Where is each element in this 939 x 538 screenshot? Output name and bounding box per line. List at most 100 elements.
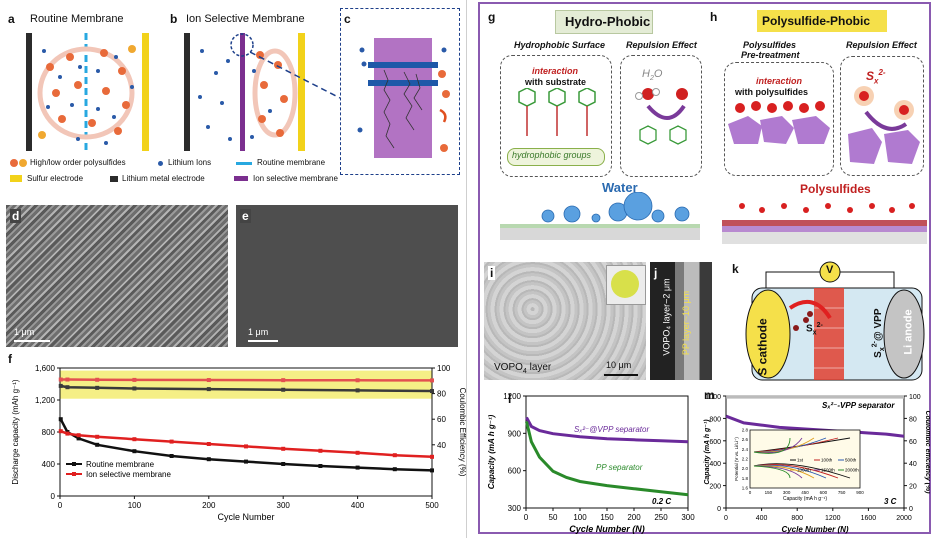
j-vopo-label: VOPO₄ layer~2 μm xyxy=(661,278,672,356)
ion-selective-icon xyxy=(234,176,248,181)
data-point xyxy=(169,439,174,444)
inset-x-tick-label: 300 xyxy=(783,490,791,495)
x-axis-label: Cycle Number xyxy=(217,512,274,522)
x-tick-label: 0 xyxy=(58,501,63,510)
x-tick-label: 300 xyxy=(277,501,291,510)
chart-m: 0 400 800 1200 1600 2000020040060080010000204… xyxy=(704,394,930,534)
x-tick-label: 2000 xyxy=(896,515,912,522)
polysulfide-dot-icon xyxy=(10,159,18,167)
sem-image-e xyxy=(236,205,458,347)
h-callout-right xyxy=(840,56,924,176)
inset-y-tick-label: 1.6 xyxy=(742,486,749,491)
rate-annotation-m: 3 C xyxy=(884,497,897,506)
panel-label-j: j xyxy=(654,266,658,280)
data-point xyxy=(65,385,70,390)
data-point xyxy=(392,467,397,472)
inset-discharge-curve-5 xyxy=(753,465,791,479)
k-sx: Sx2- xyxy=(806,322,823,337)
x-tick-label: 500 xyxy=(425,501,439,510)
i-scale-label: 10 μm xyxy=(606,360,632,370)
g-molecules xyxy=(518,88,596,136)
x-tick-label: 200 xyxy=(202,501,216,510)
data-point xyxy=(132,437,137,442)
legend-sulfur-electrode: Sulfur electrode xyxy=(27,174,84,183)
x-tick-label: 400 xyxy=(351,501,365,510)
y-tick-label: 200 xyxy=(709,484,721,491)
data-point xyxy=(58,383,63,388)
data-point xyxy=(65,377,70,382)
g-groups: hydrophobic groups xyxy=(512,150,592,160)
g-with-substrate: with substrate xyxy=(525,77,587,87)
scale-label-e: 1 μm xyxy=(248,327,269,337)
x-tick-label: 300 xyxy=(681,513,695,522)
x-tick-label: 0 xyxy=(724,515,728,522)
h-polysulfides: Polysulfides xyxy=(800,182,871,196)
panel-b-diagram xyxy=(184,33,305,151)
data-point xyxy=(76,436,81,441)
data-point xyxy=(430,378,434,383)
k-cathode: S cathode xyxy=(755,318,770,376)
h-polar-materials xyxy=(728,101,830,144)
x-tick-label: 50 xyxy=(549,513,558,522)
data-point xyxy=(244,444,248,449)
data-point xyxy=(206,442,211,446)
y2-tick-label: 40 xyxy=(437,441,446,450)
g-callout-left xyxy=(500,55,612,177)
series-line-0 xyxy=(525,416,689,444)
h-sx: Sx2- xyxy=(866,68,886,86)
data-point xyxy=(430,389,434,394)
data-point xyxy=(132,449,137,454)
y2-axis-label: Coulombic Efficiency (%) xyxy=(458,388,466,477)
data-point xyxy=(355,450,360,455)
data-point xyxy=(76,433,81,438)
i-layer: VOPO4 layer xyxy=(494,362,552,375)
rate-annotation: 0.2 C xyxy=(652,497,671,506)
sulfur-electrode-icon xyxy=(10,175,22,182)
g-title-box xyxy=(555,10,653,34)
zoom-circle xyxy=(230,33,254,57)
inset-charge-curve-5 xyxy=(753,437,791,454)
inset-x-tick-label: 150 xyxy=(765,490,773,495)
h-repulsion-art xyxy=(848,86,920,164)
inset-legend-label-2: 500th xyxy=(845,458,857,463)
y2-tick-label: 80 xyxy=(437,390,446,399)
inset-legend-label-5: 2000th xyxy=(845,468,859,473)
panel-label-m: m xyxy=(704,388,715,402)
series-line-1 xyxy=(60,430,433,459)
g-h2o: H2O xyxy=(642,68,663,83)
k-anode: Li anode xyxy=(902,309,915,355)
h-interaction: interaction xyxy=(756,76,803,86)
legend-label-1: Ion selective membrane xyxy=(86,470,171,479)
y-axis-label: Capacity (mA h g⁻¹) xyxy=(487,414,496,489)
x-axis-label: Cycle Number (N) xyxy=(781,525,848,534)
panel-label-h: h xyxy=(710,10,718,24)
inset-legend-label-4: 1500th xyxy=(821,468,835,473)
data-point xyxy=(281,387,286,392)
data-point xyxy=(58,417,63,422)
inset-y-tick-label: 2.6 xyxy=(742,437,749,442)
data-point xyxy=(355,465,360,470)
k-vpp: Sx2-@ VPP xyxy=(871,308,886,358)
lithium-ion-dots xyxy=(42,49,134,145)
y2-tick-label: 80 xyxy=(909,416,917,423)
schematic-legend: High/low order polysulfides Lithium Ions… xyxy=(8,157,338,189)
h-title: Polysulfide-Phobic xyxy=(762,14,871,28)
chart-f: 0 100 200 300 400 500 0 400 800 1,200 1,600 40 60 80 1… xyxy=(11,364,466,522)
h-title-box xyxy=(757,10,887,32)
data-point xyxy=(95,442,100,447)
scale-bar-e xyxy=(248,340,278,342)
dashed-zoom-line xyxy=(250,51,341,99)
data-point xyxy=(95,385,100,390)
h-pretreat-2: Pre-treatment xyxy=(741,50,800,60)
inset-y-label: Potential (V vs. Li/Li⁺) xyxy=(734,437,739,481)
g-water: Water xyxy=(602,180,638,195)
series-label-m: Sₓ²⁻-VPP separator xyxy=(822,401,895,410)
series-line-3 xyxy=(60,378,433,382)
g-droplets xyxy=(500,192,700,240)
panel-label-i: i xyxy=(488,266,496,280)
x-tick-label: 0 xyxy=(524,513,529,522)
g-surface-label: Hydrophobic Surface xyxy=(514,40,606,50)
x-tick-label: 100 xyxy=(128,501,142,510)
lithium-ion-icon xyxy=(158,161,163,166)
data-point xyxy=(430,454,434,459)
